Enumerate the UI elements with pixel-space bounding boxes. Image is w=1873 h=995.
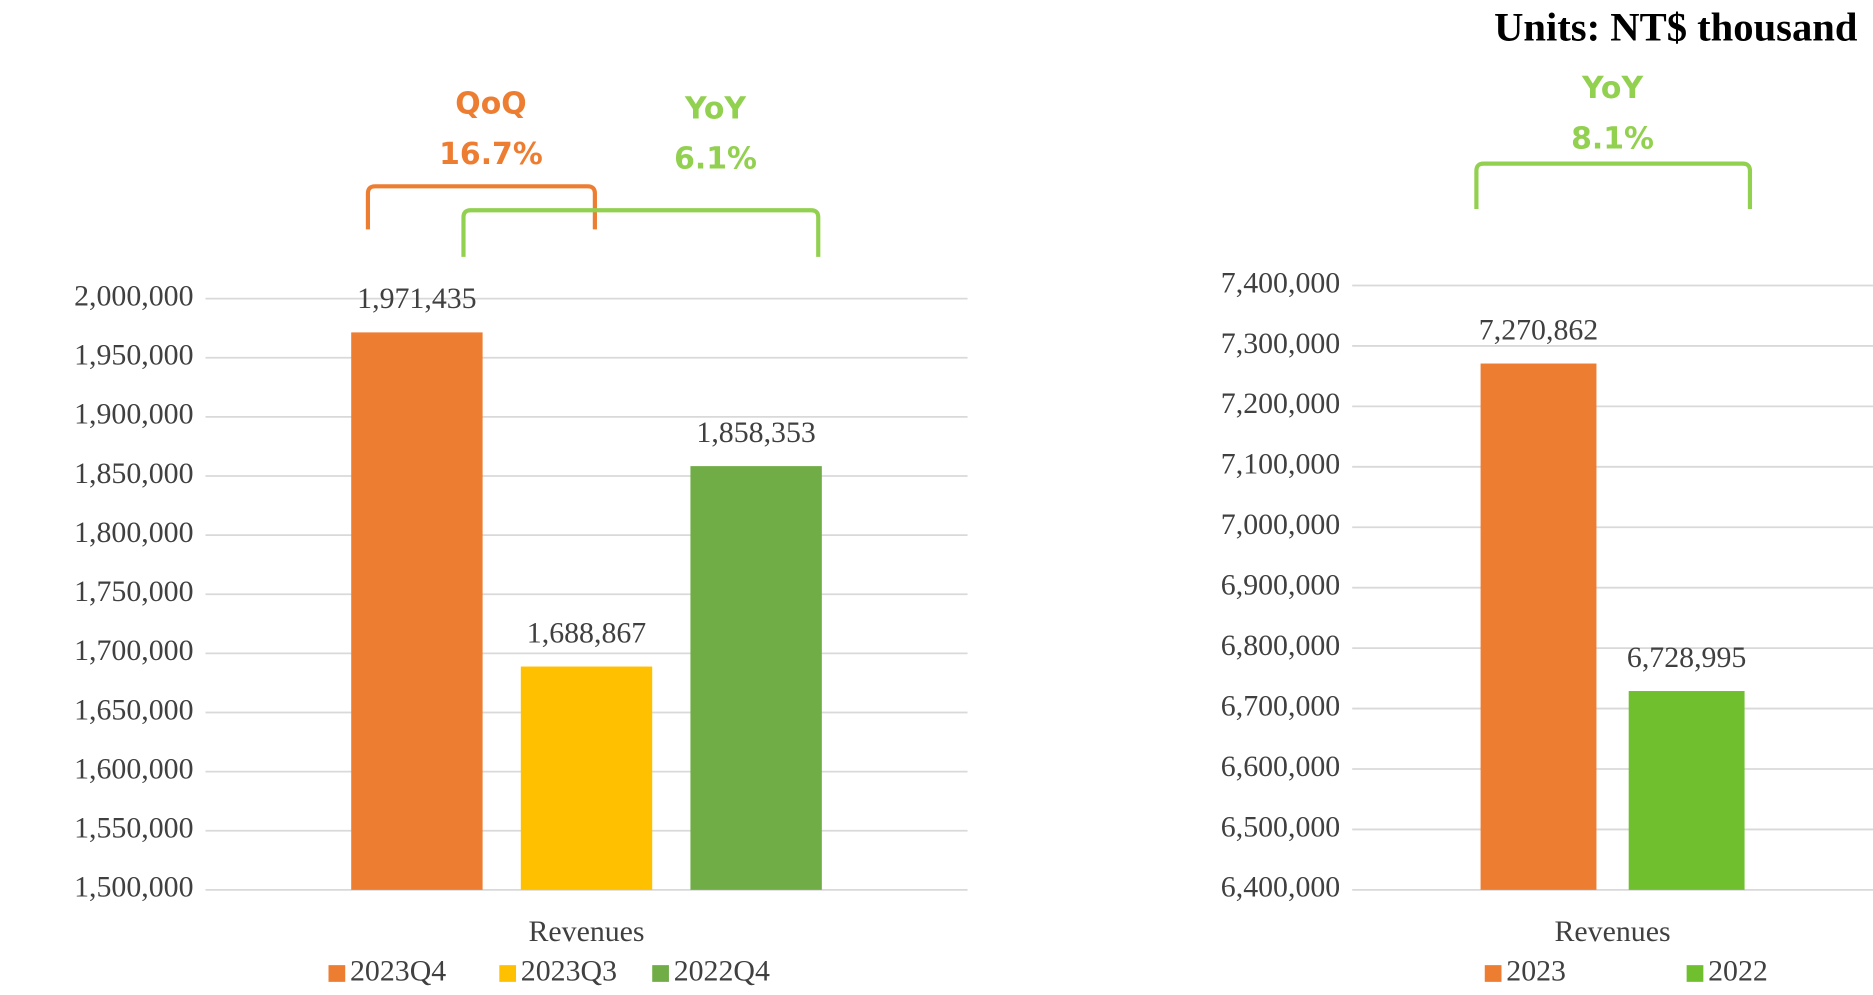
y-tick-label: 7,100,000	[1221, 448, 1340, 481]
annotation-label: YoY	[684, 91, 746, 126]
annotation-label: QoQ	[455, 87, 526, 122]
legend-label: 2023Q3	[521, 954, 617, 987]
y-tick-label: 6,400,000	[1221, 871, 1340, 904]
y-tick-label: 1,750,000	[74, 575, 193, 608]
y-tick-label: 7,400,000	[1221, 266, 1340, 299]
y-tick-label: 1,800,000	[74, 516, 193, 549]
y-tick-label: 1,500,000	[74, 871, 193, 904]
y-tick-label: 1,550,000	[74, 812, 193, 845]
y-tick-label: 2,000,000	[74, 279, 193, 312]
annotation-value: 16.7%	[439, 137, 543, 172]
bar	[1628, 691, 1745, 890]
y-tick-label: 7,000,000	[1221, 508, 1340, 541]
y-tick-label: 1,700,000	[74, 634, 193, 667]
legend-label: 2022Q4	[674, 954, 770, 987]
bar	[520, 666, 653, 890]
y-tick-label: 7,200,000	[1221, 387, 1340, 420]
x-category-label: Revenues	[1555, 915, 1671, 948]
y-tick-label: 1,600,000	[74, 752, 193, 785]
y-tick-label: 1,900,000	[74, 398, 193, 431]
y-tick-label: 6,600,000	[1221, 750, 1340, 783]
y-tick-label: 1,650,000	[74, 693, 193, 726]
units-label: Units: NT$ thousand	[1494, 4, 1858, 49]
y-tick-label: 1,950,000	[74, 339, 193, 372]
legend-label: 2022	[1708, 954, 1768, 987]
annotation-value: 6.1%	[674, 142, 757, 177]
value-label: 1,688,867	[527, 616, 647, 649]
bracket	[365, 184, 597, 230]
y-tick-label: 6,700,000	[1221, 689, 1340, 722]
y-tick-label: 1,850,000	[74, 457, 193, 490]
bracket	[461, 208, 821, 257]
bracket	[1474, 161, 1753, 210]
value-label: 7,270,862	[1479, 313, 1598, 346]
value-label: 6,728,995	[1627, 641, 1746, 674]
bar	[690, 466, 822, 890]
y-tick-label: 6,800,000	[1221, 629, 1340, 662]
legend-swatch	[499, 965, 517, 982]
annotation-value: 8.1%	[1571, 121, 1654, 156]
bar	[1480, 363, 1597, 890]
annotation-label: YoY	[1581, 71, 1643, 106]
legend-label: 2023	[1506, 954, 1566, 987]
x-category-label: Revenues	[528, 915, 644, 948]
value-label: 1,858,353	[696, 416, 815, 449]
value-label: 1,971,435	[357, 282, 476, 315]
legend-label: 2023Q4	[350, 954, 446, 987]
legend-swatch	[1484, 965, 1502, 982]
y-tick-label: 7,300,000	[1221, 327, 1340, 360]
legend-swatch	[328, 965, 346, 982]
y-tick-label: 6,500,000	[1221, 810, 1340, 843]
bar	[351, 332, 483, 890]
y-tick-label: 6,900,000	[1221, 569, 1340, 602]
legend-swatch	[1686, 965, 1704, 982]
legend-swatch	[652, 965, 669, 982]
